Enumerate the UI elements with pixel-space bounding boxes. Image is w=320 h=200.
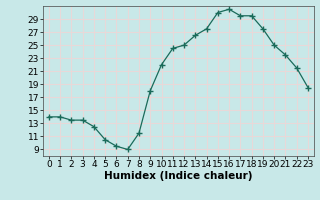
X-axis label: Humidex (Indice chaleur): Humidex (Indice chaleur) (104, 171, 253, 181)
